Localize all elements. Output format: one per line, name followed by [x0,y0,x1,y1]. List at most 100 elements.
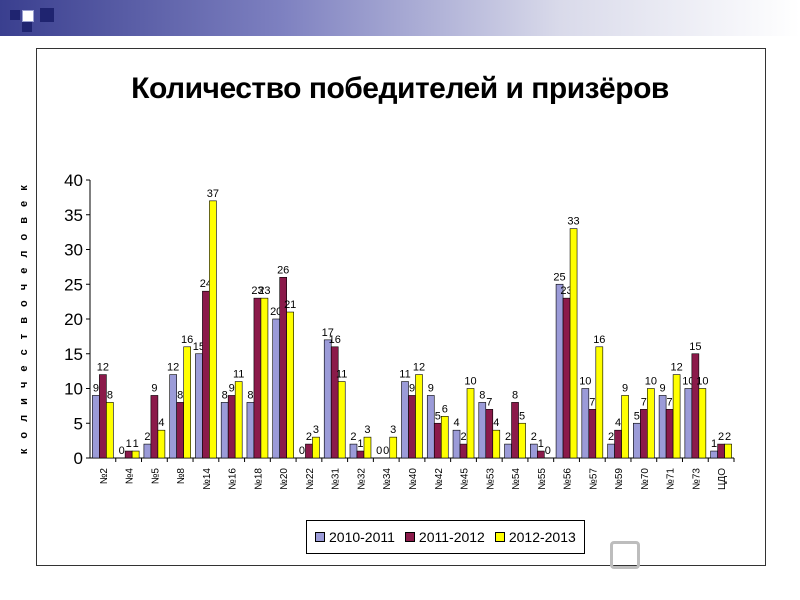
bar-value-label: 8 [222,389,228,401]
bar [305,443,313,459]
bar-value-label: 0 [383,445,389,457]
bar [389,436,398,459]
bar-value-label: 8 [107,389,113,401]
bar [569,228,578,459]
logo-square-dark-3 [40,8,54,22]
bar-value-label: 9 [622,382,628,394]
bar [504,443,512,459]
bar [176,402,184,459]
bar [665,409,674,459]
bar-value-label: 37 [207,188,219,200]
bar [131,450,140,459]
bar [150,395,159,459]
bar [401,381,409,459]
bar [356,450,365,459]
bar-value-label: 2 [718,431,724,443]
bar [183,346,191,459]
legend: 2010-2011 2011-2012 2012-2013 [306,520,585,554]
bar [323,339,332,459]
bar [452,429,461,459]
bar [621,395,629,459]
bar [106,402,114,459]
bar [614,429,622,459]
bar [433,422,442,459]
bar-value-label: 8 [177,389,183,401]
x-tick-label: №31 [331,468,342,490]
bar-value-label: 2 [725,431,731,443]
bar [415,374,423,459]
bar [234,381,243,459]
bar [607,443,615,459]
y-tick-label: 10 [64,380,83,399]
bar [511,402,519,459]
bar [595,346,604,459]
bar [209,200,217,459]
bar-value-label: 1 [711,438,717,450]
x-tick-label: №45 [460,468,471,490]
bar-value-label: 4 [158,417,164,429]
bar-value-label: 9 [151,382,157,394]
bar-value-label: 16 [329,334,341,346]
bar [99,374,107,459]
legend-label: 2010-2011 [329,529,395,545]
bar-value-label: 10 [682,376,694,388]
y-tick-label: 20 [64,310,83,329]
bar [640,409,648,459]
bar-value-label: 23 [251,285,263,297]
bar [253,297,262,459]
bar [459,443,468,459]
x-tick-label: №20 [279,468,290,490]
y-tick-label: 5 [74,414,83,433]
bar [363,436,372,459]
bar [246,402,255,459]
bar-value-label: 12 [413,362,425,374]
bar-value-label: 3 [313,424,319,436]
bar-value-label: 9 [409,382,415,394]
bar-value-label: 5 [435,410,441,422]
bar [466,388,475,459]
y-tick-label: 40 [64,171,83,190]
bar [440,415,449,459]
x-tick-label: №4 [125,468,136,485]
bar-value-label: 17 [322,327,334,339]
bar-value-label: 0 [299,445,305,457]
bar [312,436,320,459]
bar [220,402,229,459]
bar-value-label: 10 [464,376,476,388]
bar [124,450,133,459]
bar-value-label: 4 [493,417,499,429]
bar-value-label: 24 [200,278,212,290]
bar [426,395,435,459]
bar [195,353,203,459]
bar-value-label: 26 [277,264,289,276]
x-tick-label: №16 [228,468,239,490]
bar-value-label: 1 [357,438,363,450]
x-tick-label: №22 [305,468,316,490]
bar-value-label: 3 [364,424,370,436]
chart-title: Количество победителей и призёров [131,72,669,105]
bar-value-label: 15 [689,341,701,353]
bar-value-label: 8 [512,389,518,401]
bar-value-label: 11 [233,369,244,381]
legend-swatch [494,532,505,542]
bar [485,409,494,459]
bar-value-label: 7 [589,396,595,408]
bar-value-label: 9 [229,382,235,394]
bar-value-label: 11 [399,369,410,381]
bar-value-label: 10 [696,376,708,388]
bar-value-label: 16 [181,334,193,346]
bar-value-label: 0 [376,445,382,457]
x-tick-label: №40 [408,468,419,490]
bar [529,443,538,459]
bar [633,422,641,459]
x-tick-label: №18 [253,468,264,490]
y-tick-label: 15 [64,345,83,364]
bar-value-label: 0 [545,445,551,457]
x-tick-label: №34 [382,468,393,490]
legend-item-2010-2011: 2010-2011 [315,529,395,545]
bar [698,388,707,459]
legend-item-2012-2013: 2012-2013 [494,529,576,545]
x-tick-label: №57 [588,468,599,490]
bar-value-label: 10 [645,376,657,388]
